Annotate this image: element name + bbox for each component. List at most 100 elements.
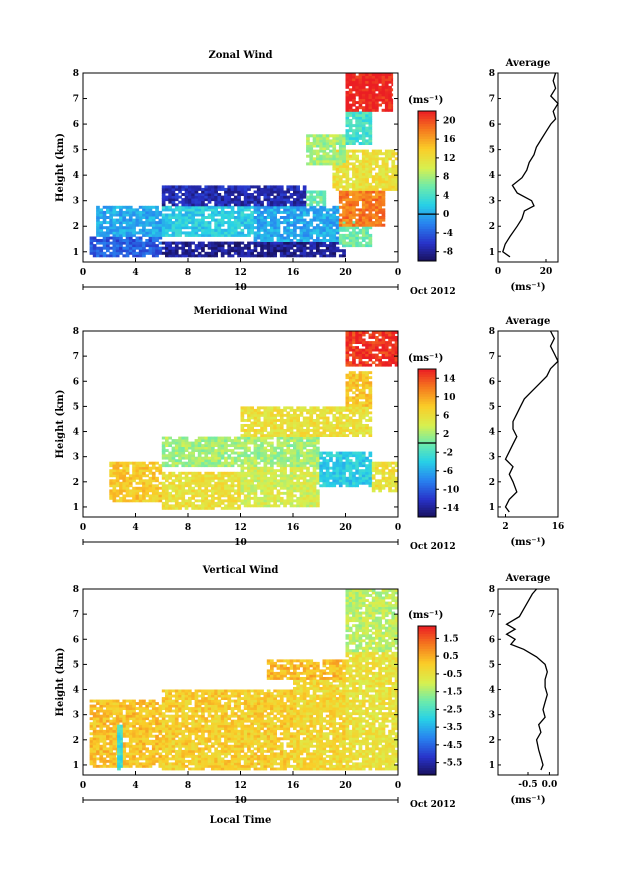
heatmap-cell	[361, 408, 366, 412]
heatmap-cell	[345, 113, 350, 117]
heatmap-cell	[312, 139, 317, 143]
heatmap-cell	[220, 454, 225, 458]
heatmap-cell	[319, 162, 323, 166]
heatmap-cell	[109, 469, 113, 473]
heatmap-cell	[102, 233, 107, 237]
heatmap-cell	[309, 251, 314, 255]
heatmap-cell	[253, 411, 258, 415]
heatmap-cell	[247, 205, 251, 209]
heatmap-cell	[306, 479, 310, 483]
heatmap-cell	[338, 431, 343, 435]
heatmap-cell	[230, 476, 235, 480]
heatmap-cell	[322, 251, 327, 255]
heatmap-cell	[391, 93, 394, 97]
heatmap-cell	[214, 241, 218, 245]
heatmap-cell	[302, 187, 307, 191]
heatmap-cell	[128, 499, 133, 503]
heatmap-cell	[335, 218, 340, 222]
heatmap-cell	[312, 157, 317, 161]
heatmap-cell	[338, 411, 343, 415]
heatmap-cell	[174, 244, 179, 248]
heatmap-cell	[230, 200, 235, 204]
heatmap-cell	[240, 484, 245, 488]
heatmap-cell	[391, 481, 396, 485]
heatmap-cell	[312, 486, 317, 490]
heatmap-cell	[184, 187, 189, 191]
heatmap-cell	[201, 506, 205, 510]
heatmap-cell	[358, 90, 363, 94]
heatmap-cell	[266, 476, 271, 480]
colorbar-tick-label: -4	[443, 229, 453, 239]
heatmap-cell	[345, 193, 350, 196]
heatmap-cell	[132, 249, 136, 253]
heatmap-cell	[253, 461, 258, 465]
heatmap-cell	[358, 218, 363, 222]
heatmap-cell	[338, 149, 343, 153]
heatmap-cell	[256, 504, 261, 508]
heatmap-cell	[361, 73, 366, 76]
heatmap-cell	[289, 193, 294, 196]
heatmap-cell	[352, 73, 356, 76]
heatmap-cell	[306, 459, 310, 463]
heatmap-cell	[332, 157, 337, 161]
heatmap-cell	[178, 456, 182, 460]
heatmap-cell	[151, 218, 156, 222]
heatmap-cell	[345, 336, 350, 339]
heatmap-cell	[335, 139, 340, 143]
heatmap-cell	[204, 193, 209, 196]
heatmap-cell	[322, 231, 327, 235]
heatmap-cell	[220, 439, 225, 442]
heatmap-cell	[247, 474, 251, 478]
heatmap-cell	[338, 459, 343, 463]
heatmap-cell	[322, 434, 327, 437]
heatmap-cell	[312, 162, 317, 166]
heatmap-cell	[250, 436, 254, 440]
heatmap-cell	[174, 476, 179, 480]
heatmap-cell	[171, 486, 176, 490]
heatmap-cell	[276, 496, 281, 500]
heatmap-cell	[171, 496, 176, 500]
heatmap-cell	[378, 341, 382, 344]
heatmap-cell	[201, 446, 205, 450]
heatmap-cell	[243, 246, 248, 250]
heatmap-cell	[381, 193, 386, 196]
heatmap-cell	[256, 228, 261, 232]
heatmap-cell	[299, 454, 304, 458]
heatmap-cell	[197, 218, 202, 222]
heatmap-cell	[378, 98, 382, 102]
heatmap-cell	[191, 446, 195, 450]
heatmap-cell	[220, 471, 225, 475]
heatmap-cell	[322, 142, 327, 145]
heatmap-cell	[355, 221, 359, 225]
heatmap-cell	[142, 216, 146, 219]
heatmap-cell	[138, 205, 143, 209]
colorbar-tick-label: 0	[443, 210, 449, 220]
heatmap-cell	[296, 424, 300, 427]
heatmap-cell	[361, 119, 366, 122]
heatmap-cell	[355, 88, 359, 92]
heatmap-cell	[394, 476, 399, 480]
heatmap-cell	[109, 216, 113, 219]
heatmap-cell	[338, 221, 343, 225]
heatmap-cell	[240, 491, 245, 495]
heatmap-cell	[279, 416, 284, 420]
heatmap-cell	[345, 419, 350, 422]
heatmap-cell	[128, 241, 133, 245]
heatmap-cell	[358, 142, 363, 145]
heatmap-cell	[306, 213, 310, 217]
heatmap-cell	[299, 459, 304, 463]
heatmap-cell	[358, 393, 363, 397]
heatmap-cell	[348, 177, 353, 181]
heatmap-cell	[276, 469, 281, 473]
heatmap-cell	[283, 451, 287, 455]
heatmap-cell	[270, 246, 274, 250]
heatmap-cell	[112, 218, 117, 222]
heatmap-cell	[207, 501, 212, 505]
heatmap-cell	[286, 246, 291, 250]
heatmap-cell	[191, 496, 195, 500]
heatmap-cell	[299, 424, 304, 427]
heatmap-cell	[352, 331, 356, 334]
heatmap-cell	[279, 239, 284, 242]
heatmap-cell	[384, 348, 389, 352]
heatmap-cell	[240, 203, 245, 207]
